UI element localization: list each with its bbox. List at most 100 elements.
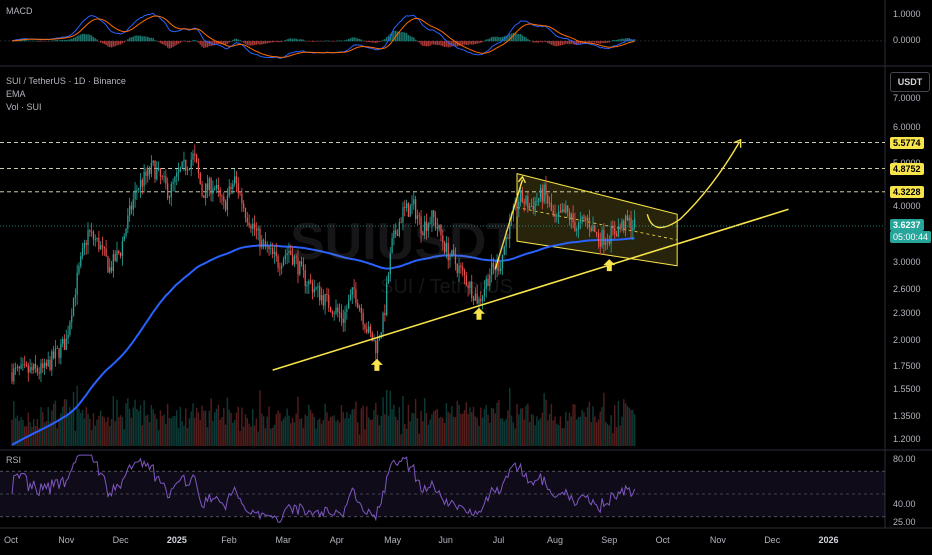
- candle-body: [475, 294, 476, 301]
- volume-bar: [194, 418, 195, 446]
- candle-body: [118, 251, 119, 253]
- currency-button[interactable]: USDT: [890, 72, 930, 92]
- volume-bar: [455, 417, 456, 446]
- volume-bar: [469, 407, 470, 446]
- macd-histogram-bar: [560, 41, 561, 46]
- macd-histogram-bar: [127, 39, 128, 41]
- macd-histogram-bar: [400, 32, 401, 41]
- candle-body: [422, 233, 423, 235]
- macd-histogram-bar: [471, 41, 472, 45]
- volume-bar: [95, 426, 96, 446]
- volume-bar: [572, 404, 573, 446]
- volume-bar: [473, 407, 474, 446]
- candle-body: [212, 188, 213, 193]
- volume-bar: [362, 406, 363, 446]
- macd-histogram-bar: [227, 41, 228, 44]
- macd-histogram-bar: [603, 41, 604, 43]
- volume-bar: [422, 421, 423, 446]
- volume-bar: [634, 414, 635, 446]
- volume-bar: [154, 414, 155, 446]
- macd-histogram-bar: [314, 41, 315, 42]
- candle-body: [504, 247, 505, 255]
- x-tick-4: Feb: [221, 535, 237, 545]
- macd-histogram-bar: [473, 41, 474, 45]
- macd-histogram-bar: [145, 37, 146, 42]
- volume-bar: [198, 412, 199, 446]
- candle-body: [480, 299, 481, 301]
- candle-body: [98, 238, 99, 250]
- macd-histogram-bar: [364, 41, 365, 42]
- rsi-label: RSI: [6, 455, 21, 465]
- volume-bar: [493, 408, 494, 446]
- macd-histogram-bar: [185, 41, 186, 42]
- volume-bar: [118, 417, 119, 446]
- x-tick-13: Nov: [710, 535, 726, 545]
- candle-body: [634, 219, 635, 228]
- macd-histogram-bar: [409, 36, 410, 41]
- candle-body: [171, 184, 172, 197]
- candle-body: [165, 176, 166, 183]
- candle-body: [279, 268, 280, 269]
- macd-histogram-bar: [297, 39, 298, 41]
- macd-histogram-bar: [540, 41, 541, 42]
- macd-histogram-bar: [495, 37, 496, 42]
- candle-body: [261, 240, 262, 247]
- macd-histogram-bar: [299, 39, 300, 41]
- volume-bar: [370, 420, 371, 446]
- x-tick-5: Mar: [276, 535, 292, 545]
- candle-body: [458, 266, 459, 273]
- macd-histogram-bar: [522, 35, 523, 41]
- volume-bar: [315, 428, 316, 446]
- volume-bar: [484, 409, 485, 446]
- macd-histogram-bar: [616, 40, 617, 41]
- macd-histogram-bar: [38, 41, 39, 42]
- volume-bar: [98, 416, 99, 446]
- candle-body: [314, 289, 315, 293]
- support-arrow-0: [371, 359, 383, 371]
- macd-histogram-bar: [286, 39, 287, 41]
- candle-body: [229, 187, 230, 196]
- candle-body: [15, 368, 16, 369]
- volume-bar: [554, 417, 555, 446]
- x-tick-7: May: [384, 535, 401, 545]
- candle-body: [209, 179, 210, 191]
- candle-body: [91, 232, 92, 233]
- volume-bar: [400, 434, 401, 446]
- volume-bar: [446, 403, 447, 446]
- volume-bar: [438, 418, 439, 446]
- macd-histogram-bar: [259, 41, 260, 45]
- candle-body: [39, 372, 40, 373]
- macd-histogram-bar: [232, 40, 233, 41]
- macd-histogram-bar: [520, 34, 521, 41]
- candle-body: [124, 236, 125, 241]
- volume-bar: [366, 406, 367, 446]
- volume-bar: [89, 419, 90, 446]
- volume-bar: [230, 413, 231, 446]
- candle-body: [26, 364, 27, 365]
- volume-bar: [105, 422, 106, 446]
- candle-body: [437, 227, 438, 228]
- macd-histogram-bar: [496, 36, 497, 41]
- candle-body: [306, 285, 307, 286]
- candle-body: [477, 294, 478, 304]
- x-tick-0: Oct: [4, 535, 18, 545]
- candle-body: [518, 202, 519, 209]
- volume-bar: [66, 399, 67, 446]
- candle-body: [538, 198, 539, 201]
- candle-body: [294, 256, 295, 264]
- macd-histogram-bar: [335, 41, 336, 42]
- candle-body: [453, 250, 454, 254]
- candle-body: [299, 261, 300, 274]
- candle-body: [200, 173, 201, 184]
- volume-bar: [326, 412, 327, 446]
- macd-histogram-bar: [230, 41, 231, 42]
- candle-body: [133, 199, 134, 209]
- macd-histogram-bar: [610, 41, 611, 42]
- volume-bar: [545, 400, 546, 446]
- volume-bar: [243, 427, 244, 446]
- candle-body: [630, 218, 631, 231]
- volume-bar: [288, 416, 289, 446]
- macd-histogram-bar: [413, 37, 414, 41]
